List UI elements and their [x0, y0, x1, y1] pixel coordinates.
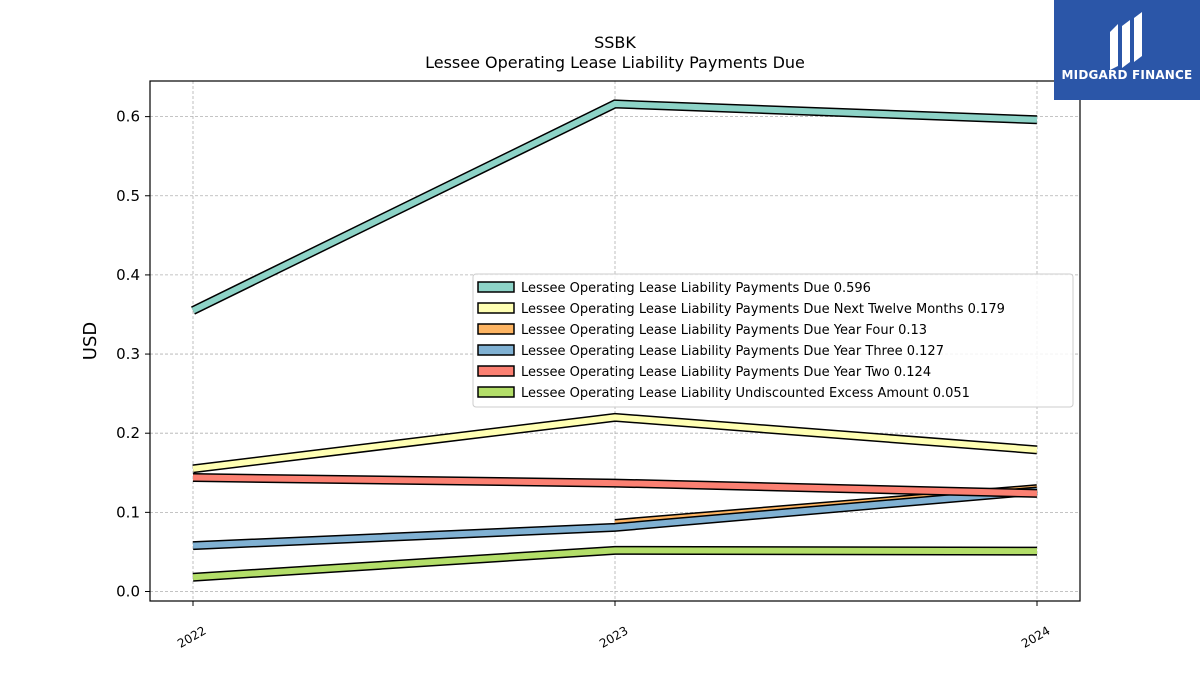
legend-swatch [477, 323, 515, 335]
legend-item: Lessee Operating Lease Liability Payment… [477, 344, 944, 359]
legend-swatch [477, 302, 515, 314]
legend-label: Lessee Operating Lease Liability Undisco… [521, 386, 970, 401]
legend-item: Lessee Operating Lease Liability Payment… [477, 365, 931, 380]
y-tick-label: 0.1 [116, 503, 140, 521]
legend-swatch [477, 365, 515, 377]
legend-swatch [477, 386, 515, 398]
series-line [192, 412, 1038, 474]
x-tick-label: 2023 [597, 623, 630, 650]
legend-swatch [477, 344, 515, 356]
y-tick-label: 0.4 [116, 266, 140, 284]
legend-item: Lessee Operating Lease Liability Payment… [477, 323, 927, 338]
legend-item: Lessee Operating Lease Liability Payment… [477, 302, 1005, 317]
chart-subtitle: Lessee Operating Lease Liability Payment… [425, 53, 805, 72]
chart-title: SSBK [594, 33, 636, 52]
legend-label: Lessee Operating Lease Liability Payment… [521, 365, 931, 380]
series-line-fill [192, 414, 1038, 472]
brand-logo: MIDGARD FINANCE [1054, 0, 1200, 100]
legend-box [472, 273, 1074, 408]
legend-item: Lessee Operating Lease Liability Payment… [477, 281, 871, 296]
series-layer [191, 99, 1038, 582]
series-line-fill [191, 100, 1038, 314]
y-tick-label: 0.3 [116, 345, 140, 363]
x-tick-label: 2024 [1019, 623, 1052, 650]
brand-name: MIDGARD FINANCE [1061, 68, 1193, 82]
series-line [192, 473, 1038, 498]
series-line-fill [192, 547, 1038, 581]
midgard-logo-icon [1110, 12, 1142, 70]
legend: Lessee Operating Lease Liability Payment… [472, 273, 1074, 408]
series-line-fill [192, 487, 1038, 549]
legend-item: Lessee Operating Lease Liability Undisco… [477, 386, 970, 401]
y-axis-label: USD [80, 322, 101, 360]
series-line [191, 99, 1038, 315]
legend-label: Lessee Operating Lease Liability Payment… [521, 323, 927, 338]
legend-label: Lessee Operating Lease Liability Payment… [521, 344, 944, 359]
series-line [192, 545, 1038, 582]
legend-swatch [477, 281, 515, 293]
series-line-fill [192, 474, 1038, 497]
y-tick-label: 0.0 [116, 583, 140, 601]
y-tick-label: 0.5 [116, 187, 140, 205]
legend-label: Lessee Operating Lease Liability Payment… [521, 281, 871, 296]
y-tick-label: 0.6 [116, 108, 140, 126]
x-tick-label: 2022 [175, 623, 208, 650]
y-tick-label: 0.2 [116, 424, 140, 442]
legend-label: Lessee Operating Lease Liability Payment… [521, 302, 1005, 317]
series-line [192, 486, 1038, 551]
